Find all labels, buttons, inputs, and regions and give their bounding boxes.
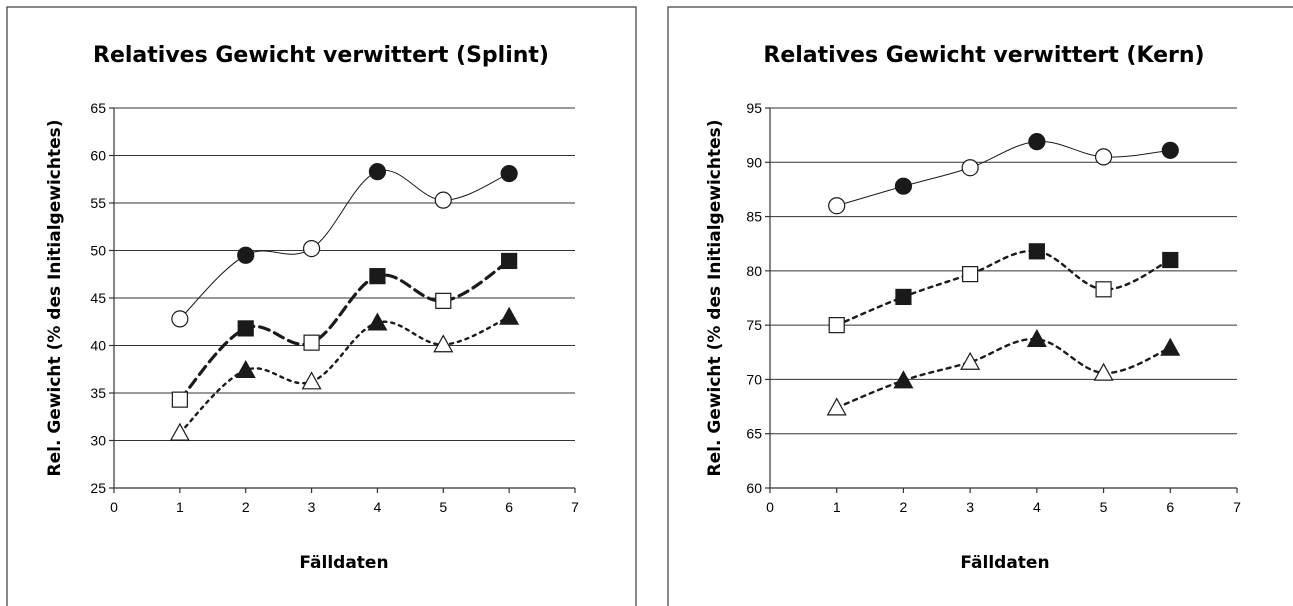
- chart-frame: [6, 6, 637, 606]
- y-axis-label: Rel. Gewicht (% des Initialgewichtes): [705, 120, 725, 477]
- y-tick-label: 80: [746, 263, 762, 279]
- y-tick-label: 65: [90, 100, 106, 116]
- data-point: [171, 391, 188, 408]
- y-axis-label: Rel. Gewicht (% des Initialgewichtes): [45, 120, 65, 477]
- data-point: [237, 246, 255, 264]
- y-tick-label: 25: [90, 480, 106, 496]
- data-point: [302, 240, 321, 258]
- data-point: [893, 370, 914, 389]
- data-point: [1160, 337, 1181, 356]
- y-tick-label: 55: [90, 195, 106, 211]
- x-tick-label: 2: [242, 499, 250, 515]
- data-point: [368, 163, 387, 181]
- data-point: [826, 397, 847, 416]
- plot-area: 60 65 70 75 80 85 90 95 0 1 2 3 4 5 6 7: [746, 100, 1241, 515]
- data-point: [1162, 251, 1179, 269]
- data-point: [828, 317, 845, 334]
- data-point: [301, 371, 322, 390]
- y-tick-label: 60: [746, 480, 762, 496]
- x-axis-label: Fälldaten: [299, 553, 388, 573]
- x-tick-label: 7: [1233, 499, 1241, 515]
- data-point: [435, 292, 452, 309]
- chart-frame: [667, 6, 1293, 606]
- data-point: [828, 197, 846, 215]
- x-tick-label: 1: [833, 499, 841, 515]
- x-tick-label: 7: [571, 499, 579, 515]
- chart-title: Relatives Gewicht verwittert (Kern): [763, 43, 1204, 68]
- x-tick-label: 6: [505, 499, 513, 515]
- y-tick-label: 45: [90, 290, 106, 306]
- x-tick-label: 3: [308, 499, 316, 515]
- data-point: [501, 252, 518, 270]
- x-tick-label: 4: [1033, 499, 1041, 515]
- data-point: [367, 312, 388, 331]
- chart-panel-splint: Relatives Gewicht verwittert (Splint) Fä…: [6, 6, 637, 606]
- data-point: [433, 334, 454, 353]
- data-point: [895, 288, 912, 306]
- data-point: [961, 159, 979, 177]
- data-point: [303, 334, 320, 351]
- data-point: [499, 306, 520, 325]
- y-tick-label: 75: [746, 317, 762, 333]
- data-point: [962, 266, 979, 283]
- data-point: [1028, 243, 1045, 260]
- data-point: [1028, 133, 1046, 151]
- data-point: [894, 177, 913, 195]
- x-tick-label: 3: [966, 499, 974, 515]
- data-point: [237, 320, 254, 337]
- x-tick-label: 5: [439, 499, 447, 515]
- data-point: [1095, 281, 1112, 298]
- y-tick-label: 30: [90, 433, 106, 449]
- x-tick-label: 4: [374, 499, 382, 515]
- x-tick-label: 0: [766, 499, 774, 515]
- data-point: [369, 268, 386, 285]
- x-tick-label: 1: [176, 499, 184, 515]
- y-tick-label: 70: [746, 371, 762, 387]
- data-point: [434, 191, 452, 209]
- y-tick-label: 95: [746, 100, 762, 116]
- x-axis-label: Fälldaten: [960, 553, 1049, 573]
- y-tick-label: 60: [90, 148, 106, 164]
- data-point: [960, 351, 981, 370]
- y-tick-label: 40: [90, 338, 106, 354]
- chart-title: Relatives Gewicht verwittert (Splint): [93, 43, 549, 68]
- data-point: [500, 164, 518, 183]
- data-point: [1161, 141, 1179, 159]
- y-tick-label: 50: [90, 243, 106, 259]
- y-tick-label: 85: [746, 209, 762, 225]
- data-point: [235, 359, 256, 378]
- y-tick-label: 90: [746, 154, 762, 170]
- x-tick-label: 2: [900, 499, 908, 515]
- x-tick-label: 0: [110, 499, 118, 515]
- data-point: [1094, 148, 1113, 166]
- data-point: [1026, 329, 1047, 348]
- y-tick-label: 65: [746, 426, 762, 442]
- x-tick-label: 6: [1166, 499, 1174, 515]
- data-point: [1093, 362, 1114, 381]
- y-tick-label: 35: [90, 385, 106, 401]
- data-point: [169, 422, 190, 441]
- chart-panel-kern: Relatives Gewicht verwittert (Kern) Fäll…: [667, 6, 1293, 606]
- x-tick-label: 5: [1100, 499, 1108, 515]
- data-point: [171, 310, 189, 328]
